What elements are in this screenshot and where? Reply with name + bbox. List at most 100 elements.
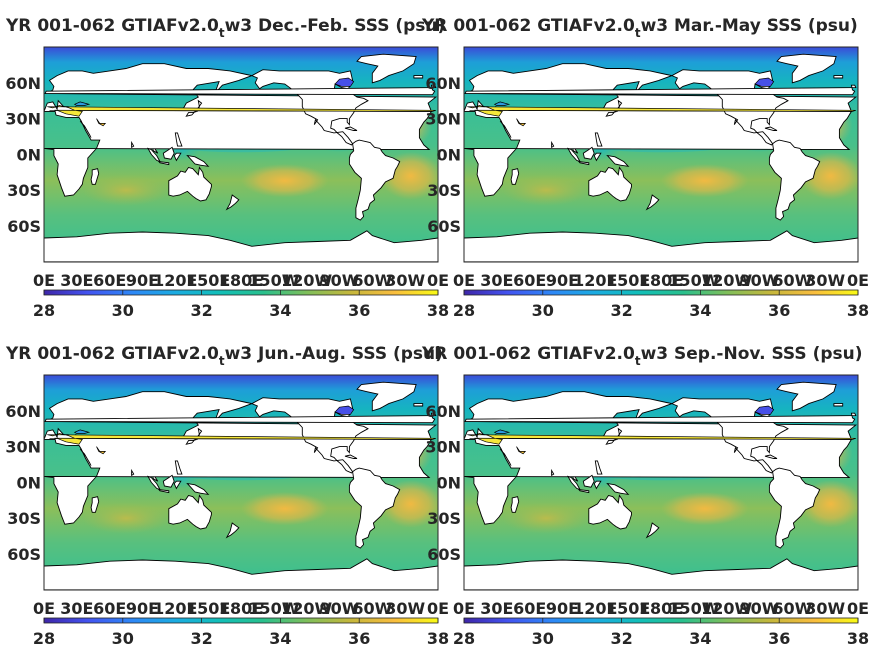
land-uk (44, 84, 437, 96)
land-sulawesi (173, 480, 182, 490)
land-antarctica (464, 558, 858, 590)
x-tick-label: 150E (186, 599, 230, 618)
land-iceland (833, 403, 844, 407)
x-tick-label: 0E (427, 271, 449, 290)
colorbar (43, 617, 439, 624)
x-tick-label: 30W (805, 271, 845, 290)
x-tick-label: 0E (847, 271, 869, 290)
x-tick-label: 180E (639, 599, 683, 618)
x-tick-label: 150W (668, 271, 719, 290)
colorbar-tick-label: 38 (427, 629, 449, 648)
colorbar (43, 289, 439, 296)
land-sri_lanka (131, 468, 135, 477)
x-tick-label: 60W (352, 271, 392, 290)
land-new_zealand (645, 522, 660, 539)
sea-persian_gulf (516, 118, 527, 127)
land-java (577, 489, 590, 494)
x-tick-label: 180E (219, 599, 263, 618)
land-antarctica (44, 558, 438, 590)
land-iceland (833, 75, 844, 79)
sea-hudson_bay (334, 405, 355, 415)
x-tick-label: 120E (573, 271, 617, 290)
sea-mediterranean (47, 433, 436, 445)
x-tick-label: 90E (126, 599, 159, 618)
sea-black_sea (493, 429, 511, 434)
x-tick-label: 120E (153, 271, 197, 290)
salinity-patch (661, 491, 749, 526)
y-tick-label: 60S (7, 545, 41, 564)
y-tick-label: 60S (427, 217, 461, 236)
x-tick-label: 90W (740, 271, 780, 290)
colorbar-tick-label: 38 (427, 301, 449, 320)
x-tick-label: 150W (668, 599, 719, 618)
panel-title: YR 001-062 GTIAFv2.0tw3 Jun.-Aug. SSS (p… (5, 344, 443, 368)
land-borneo (162, 146, 175, 160)
colorbar-tick-label: 32 (610, 629, 632, 648)
y-tick-label: 30N (425, 438, 461, 457)
x-tick-label: 180E (219, 271, 263, 290)
land-south_america (348, 139, 401, 221)
sea-hudson_bay (754, 77, 775, 87)
x-tick-label: 30W (385, 271, 425, 290)
panel-title: YR 001-062 GTIAFv2.0tw3 Mar.-May SSS (ps… (421, 16, 858, 40)
colorbar-tick-label: 28 (33, 629, 55, 648)
axes-frame (463, 46, 859, 263)
x-tick-label: 60E (93, 599, 126, 618)
y-tick-label: 30S (427, 509, 461, 528)
land-philippines (594, 132, 603, 147)
x-tick-label: 0E (847, 599, 869, 618)
land-south_america (348, 467, 401, 549)
land-greenland (356, 53, 417, 84)
colorbar-tick-label: 30 (532, 301, 554, 320)
land-java (577, 161, 590, 166)
x-tick-label: 150W (248, 271, 299, 290)
x-tick-label: 120E (153, 599, 197, 618)
sss-map (44, 375, 438, 590)
land-uk (44, 412, 437, 424)
panel-1: YR 001-062 GTIAFv2.0tw3 Dec.-Feb. SSS (p… (5, 16, 449, 320)
x-tick-label: 0E (33, 599, 55, 618)
sea-persian_gulf (96, 118, 107, 127)
land-new_zealand (225, 522, 240, 539)
land-java (157, 161, 170, 166)
x-tick-label: 90E (126, 271, 159, 290)
salinity-patch (82, 502, 170, 534)
colorbar-tick-label: 32 (190, 301, 212, 320)
land-sri_lanka (551, 140, 555, 149)
land-sulawesi (593, 152, 602, 162)
y-tick-label: 60N (5, 74, 41, 93)
sea-black_sea (73, 101, 91, 106)
colorbar-tick-label: 34 (689, 629, 711, 648)
colorbar-tick-label: 28 (453, 629, 475, 648)
sea-hudson_bay (754, 405, 775, 415)
salinity-patch (241, 163, 329, 198)
sea-persian_gulf (96, 446, 107, 455)
sea-hudson_bay (334, 77, 355, 87)
y-tick-label: 60S (427, 545, 461, 564)
land-new_guinea (186, 482, 210, 496)
colorbar-tick-label: 38 (847, 629, 869, 648)
land-uk (464, 412, 857, 424)
land-greenland (776, 53, 837, 84)
land-philippines (594, 460, 603, 475)
x-tick-label: 30E (480, 271, 513, 290)
sea-mediterranean (47, 105, 436, 117)
land-iceland (413, 75, 424, 79)
y-tick-label: 60N (425, 74, 461, 93)
x-tick-label: 90W (740, 599, 780, 618)
x-tick-label: 60E (93, 271, 126, 290)
land-new_zealand (225, 194, 240, 211)
y-tick-label: 30N (5, 438, 41, 457)
land-antarctica (44, 230, 438, 262)
x-tick-label: 60W (352, 599, 392, 618)
x-tick-label: 0E (427, 599, 449, 618)
land-sri_lanka (131, 140, 135, 149)
x-tick-label: 120E (573, 599, 617, 618)
axes-frame (43, 374, 439, 591)
colorbar-tick-label: 36 (768, 629, 790, 648)
salinity-patch (502, 174, 590, 206)
sea-red_sea (499, 120, 512, 138)
x-tick-label: 0E (33, 271, 55, 290)
x-tick-label: 90E (546, 271, 579, 290)
